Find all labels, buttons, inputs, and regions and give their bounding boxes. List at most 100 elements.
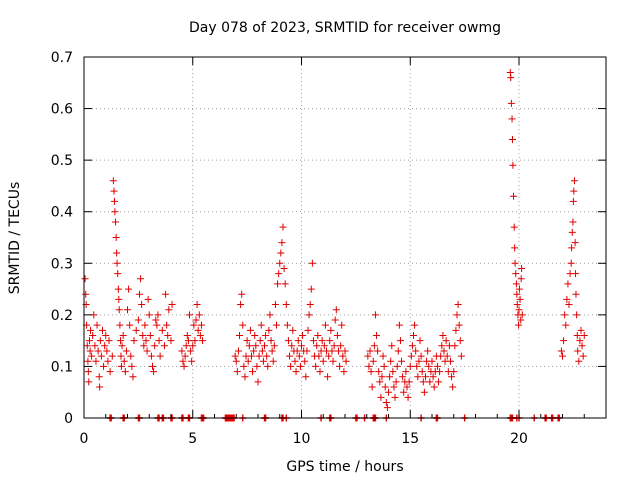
- data-point: [515, 321, 523, 329]
- data-point: [179, 357, 187, 365]
- data-point: [378, 373, 386, 381]
- data-point: [429, 373, 437, 381]
- data-point: [113, 259, 121, 267]
- data-point: [269, 357, 277, 365]
- data-point: [430, 383, 438, 391]
- data-point: [395, 321, 403, 329]
- data-point: [442, 337, 450, 345]
- data-point: [509, 161, 517, 169]
- data-point: [402, 368, 410, 376]
- y-tick-label: 0.2: [51, 308, 73, 324]
- data-point: [181, 352, 189, 360]
- data-point: [557, 347, 565, 355]
- data-point: [512, 280, 520, 288]
- data-point: [91, 342, 99, 350]
- data-point: [262, 331, 270, 339]
- data-point: [396, 337, 404, 345]
- data-point: [454, 301, 462, 309]
- data-point: [188, 357, 196, 365]
- data-point: [312, 362, 320, 370]
- data-point: [164, 331, 172, 339]
- y-tick-label: 0.4: [51, 205, 73, 221]
- data-point: [291, 357, 299, 365]
- data-point: [274, 280, 282, 288]
- data-point: [82, 290, 90, 298]
- data-point: [282, 301, 290, 309]
- data-point: [105, 337, 113, 345]
- data-point: [511, 244, 519, 252]
- data-point: [516, 295, 524, 303]
- data-point: [146, 331, 154, 339]
- data-point: [453, 311, 461, 319]
- data-point: [515, 306, 523, 314]
- grid-lines: [84, 57, 606, 418]
- data-point: [573, 311, 581, 319]
- data-point: [114, 285, 122, 293]
- data-point: [326, 337, 334, 345]
- data-point: [408, 342, 416, 350]
- data-point: [118, 342, 126, 350]
- data-point: [96, 337, 104, 345]
- data-point: [328, 347, 336, 355]
- data-point: [457, 352, 465, 360]
- data-point: [117, 337, 125, 345]
- data-point: [122, 347, 130, 355]
- data-point: [380, 362, 388, 370]
- data-point: [147, 352, 155, 360]
- data-point: [100, 362, 108, 370]
- data-point: [153, 321, 161, 329]
- data-point: [112, 218, 120, 226]
- data-point: [560, 337, 568, 345]
- data-point: [392, 378, 400, 386]
- data-point: [234, 347, 242, 355]
- data-point: [241, 373, 249, 381]
- data-point: [239, 321, 247, 329]
- data-point: [299, 331, 307, 339]
- data-point: [382, 399, 390, 407]
- data-point: [513, 301, 521, 309]
- data-point: [518, 264, 526, 272]
- data-point: [187, 347, 195, 355]
- data-point: [243, 337, 251, 345]
- data-point: [104, 357, 112, 365]
- data-point: [451, 342, 459, 350]
- data-point: [336, 362, 344, 370]
- data-point: [517, 316, 525, 324]
- data-point: [517, 275, 525, 283]
- data-point: [568, 228, 576, 236]
- data-point: [449, 383, 457, 391]
- data-point: [97, 352, 105, 360]
- data-point: [85, 378, 93, 386]
- data-point: [163, 321, 171, 329]
- data-point: [113, 249, 121, 257]
- data-point: [275, 270, 283, 278]
- plot-frame: [83, 56, 607, 419]
- data-point: [102, 331, 110, 339]
- data-point: [305, 311, 313, 319]
- data-point: [190, 321, 198, 329]
- data-point: [446, 357, 454, 365]
- data-point: [264, 362, 272, 370]
- data-point: [137, 275, 145, 283]
- data-point: [321, 321, 329, 329]
- data-point: [101, 342, 109, 350]
- data-point: [81, 275, 89, 283]
- data-point: [155, 337, 163, 345]
- data-point: [141, 321, 149, 329]
- data-point: [399, 373, 407, 381]
- data-point: [406, 362, 414, 370]
- data-point: [160, 342, 168, 350]
- data-point: [303, 347, 311, 355]
- data-point: [106, 368, 114, 376]
- data-point: [126, 321, 134, 329]
- x-tick-label: 5: [188, 431, 197, 447]
- data-point: [413, 362, 421, 370]
- data-point: [265, 326, 273, 334]
- data-point: [277, 249, 285, 257]
- data-point: [388, 342, 396, 350]
- data-point: [98, 326, 106, 334]
- data-point: [568, 244, 576, 252]
- data-point: [257, 321, 265, 329]
- data-point: [403, 383, 411, 391]
